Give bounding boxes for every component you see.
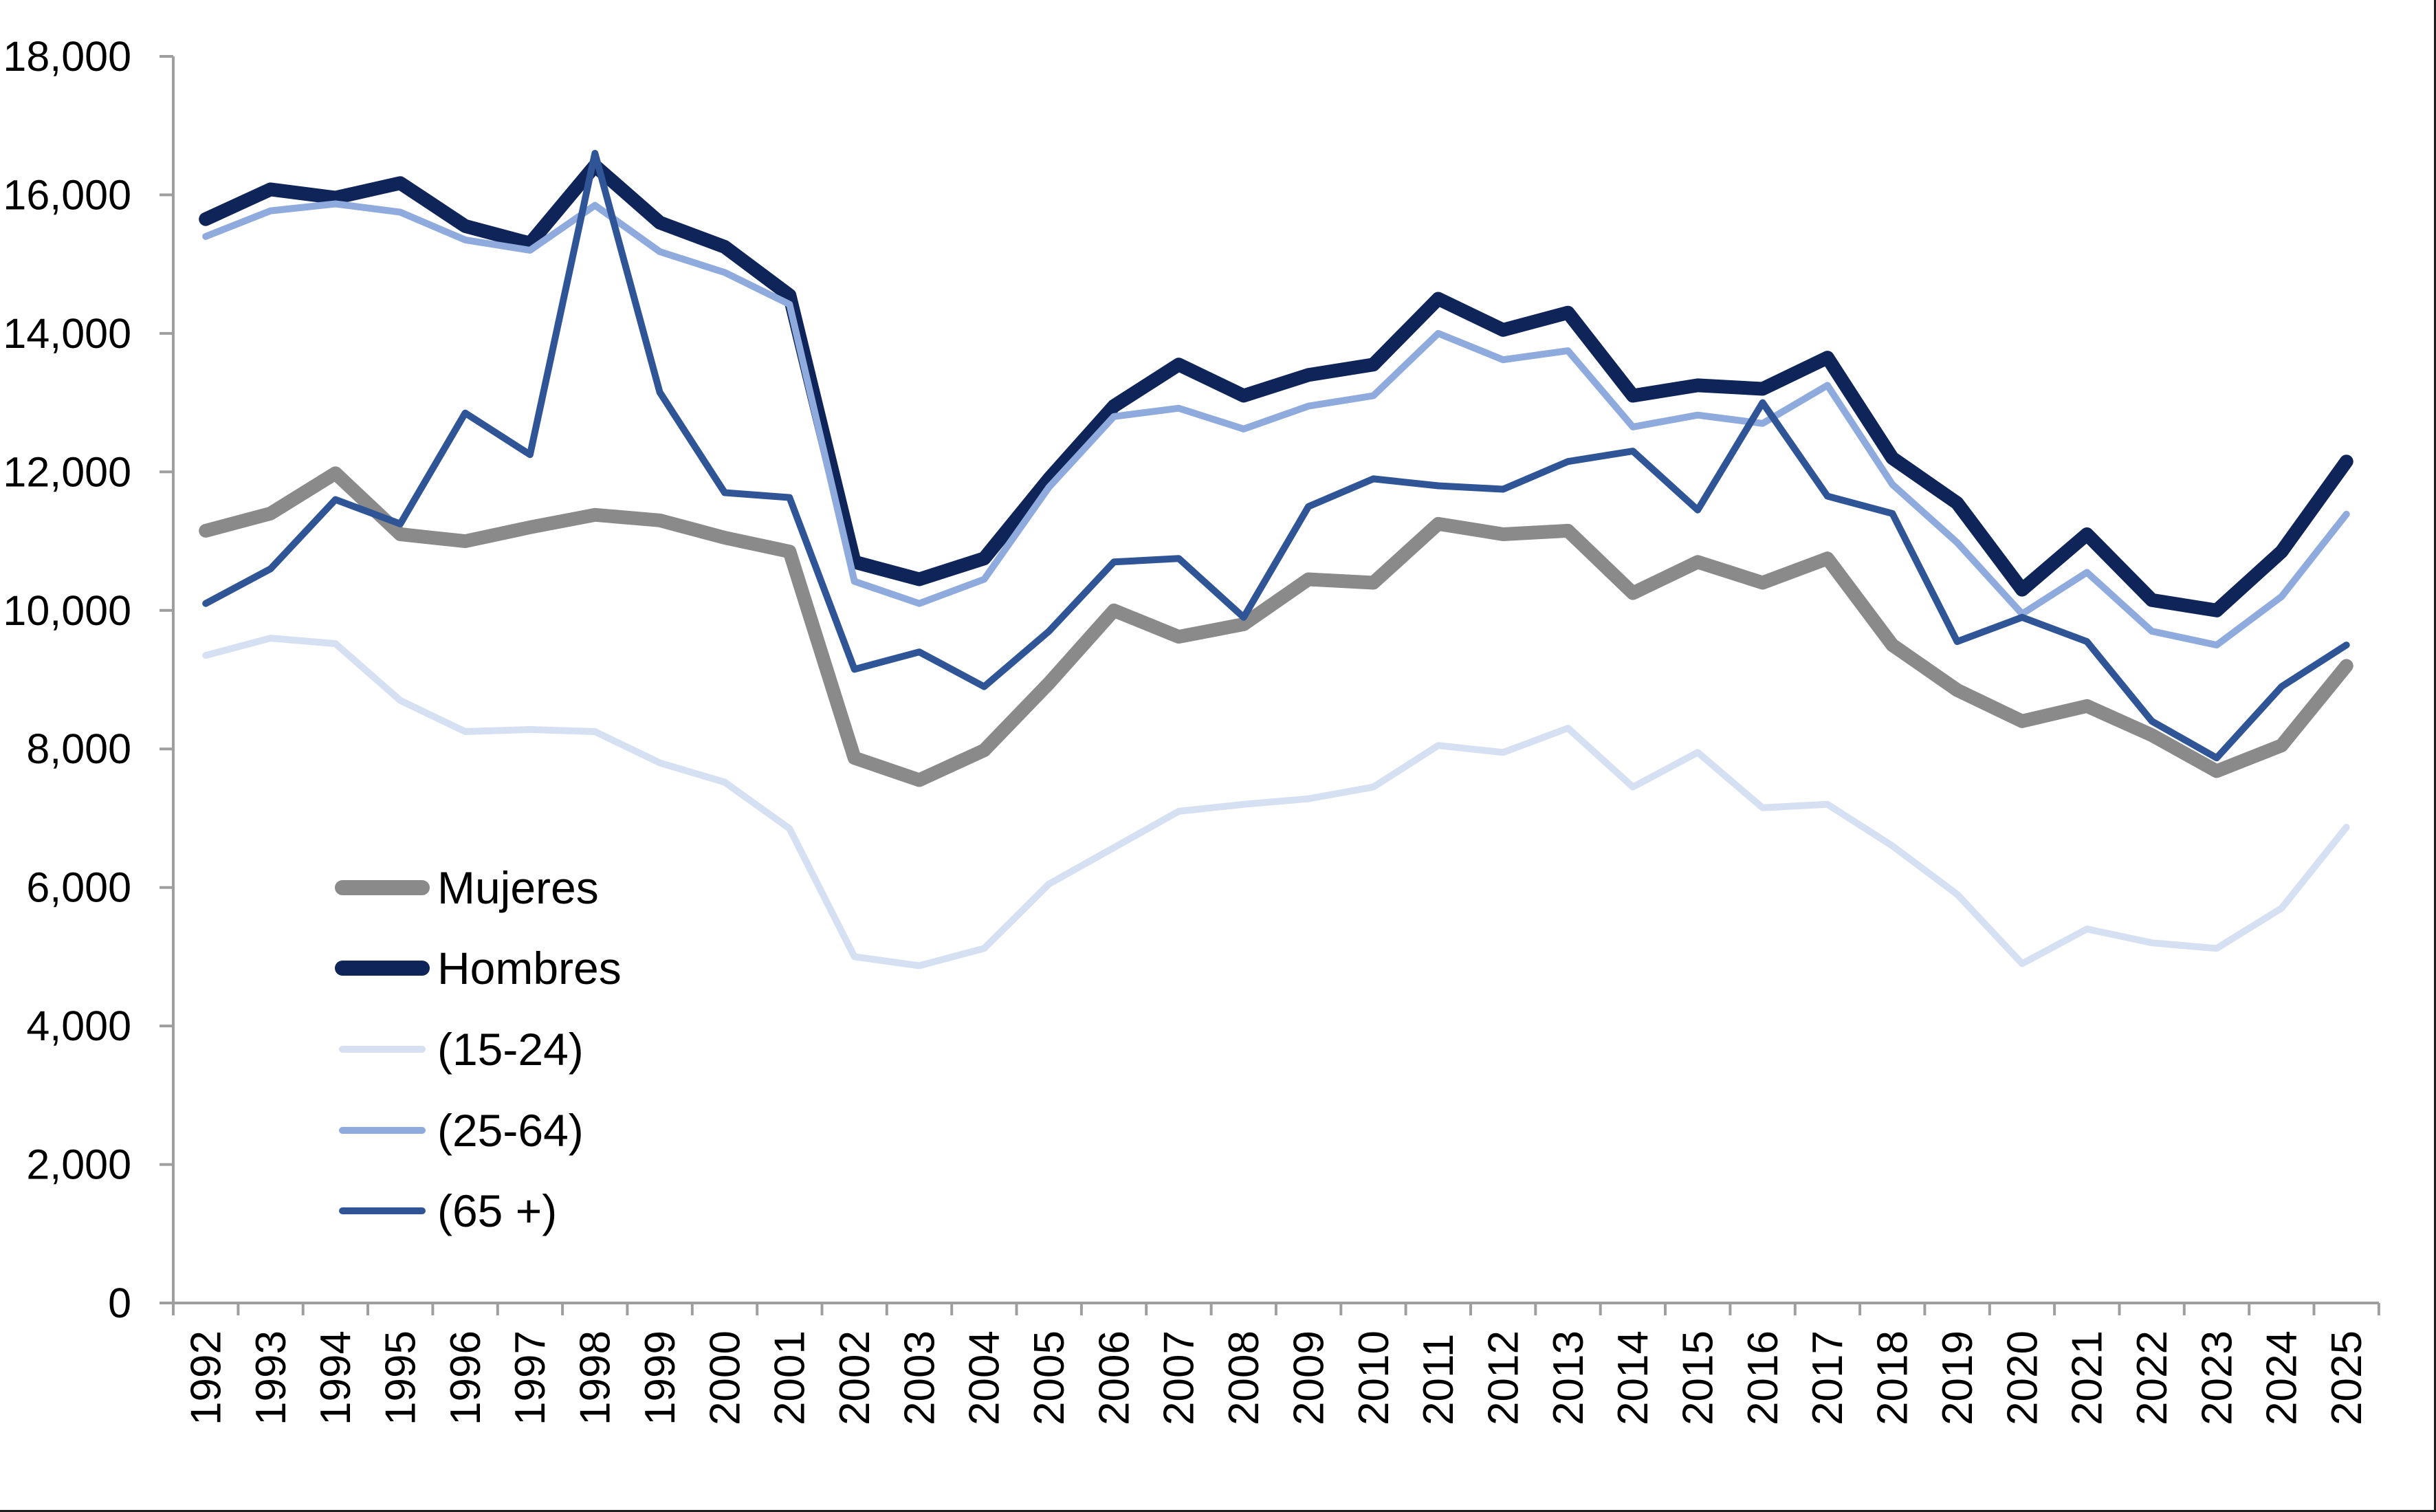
svg-text:2012: 2012 bbox=[1480, 1330, 1528, 1425]
svg-text:18,000: 18,000 bbox=[3, 33, 131, 80]
svg-text:1999: 1999 bbox=[637, 1330, 684, 1425]
svg-text:(25-64): (25-64) bbox=[437, 1105, 584, 1156]
svg-text:1996: 1996 bbox=[442, 1330, 490, 1425]
svg-text:2006: 2006 bbox=[1090, 1330, 1138, 1425]
svg-text:Hombres: Hombres bbox=[437, 943, 622, 994]
svg-text:2008: 2008 bbox=[1220, 1330, 1268, 1425]
svg-text:Mujeres: Mujeres bbox=[437, 862, 599, 913]
svg-text:2001: 2001 bbox=[767, 1330, 814, 1425]
svg-text:16,000: 16,000 bbox=[3, 171, 131, 218]
svg-text:4,000: 4,000 bbox=[26, 1002, 131, 1049]
svg-text:2022: 2022 bbox=[2129, 1330, 2176, 1425]
svg-text:2009: 2009 bbox=[1285, 1330, 1332, 1425]
svg-text:(15-24): (15-24) bbox=[437, 1024, 584, 1075]
svg-text:2000: 2000 bbox=[701, 1330, 749, 1425]
svg-text:2005: 2005 bbox=[1026, 1330, 1073, 1425]
svg-text:0: 0 bbox=[108, 1280, 131, 1326]
svg-text:2004: 2004 bbox=[961, 1330, 1009, 1425]
svg-text:2024: 2024 bbox=[2259, 1330, 2306, 1425]
svg-text:(65 +): (65 +) bbox=[437, 1185, 557, 1236]
svg-text:1992: 1992 bbox=[183, 1330, 230, 1425]
svg-text:2010: 2010 bbox=[1350, 1330, 1398, 1425]
svg-text:2019: 2019 bbox=[1934, 1330, 1982, 1425]
svg-text:2021: 2021 bbox=[2064, 1330, 2111, 1425]
svg-text:1998: 1998 bbox=[572, 1330, 619, 1425]
svg-text:2018: 2018 bbox=[1869, 1330, 1917, 1425]
svg-text:1993: 1993 bbox=[248, 1330, 295, 1425]
svg-text:1994: 1994 bbox=[312, 1330, 360, 1425]
svg-text:2023: 2023 bbox=[2193, 1330, 2241, 1425]
svg-text:14,000: 14,000 bbox=[3, 310, 131, 357]
svg-text:1997: 1997 bbox=[507, 1330, 554, 1425]
svg-text:2017: 2017 bbox=[1804, 1330, 1852, 1425]
svg-text:2013: 2013 bbox=[1545, 1330, 1592, 1425]
svg-text:2007: 2007 bbox=[1156, 1330, 1203, 1425]
svg-text:2,000: 2,000 bbox=[26, 1141, 131, 1188]
svg-text:1995: 1995 bbox=[377, 1330, 425, 1425]
svg-text:2020: 2020 bbox=[1999, 1330, 2046, 1425]
svg-text:6,000: 6,000 bbox=[26, 864, 131, 911]
svg-text:10,000: 10,000 bbox=[3, 587, 131, 634]
svg-text:2016: 2016 bbox=[1740, 1330, 1787, 1425]
svg-text:12,000: 12,000 bbox=[3, 448, 131, 495]
svg-text:2014: 2014 bbox=[1610, 1330, 1657, 1425]
svg-text:2002: 2002 bbox=[831, 1330, 879, 1425]
svg-text:2025: 2025 bbox=[2323, 1330, 2371, 1425]
svg-text:8,000: 8,000 bbox=[26, 725, 131, 772]
svg-text:2003: 2003 bbox=[896, 1330, 943, 1425]
svg-text:2011: 2011 bbox=[1415, 1334, 1462, 1425]
svg-text:2015: 2015 bbox=[1675, 1330, 1722, 1425]
